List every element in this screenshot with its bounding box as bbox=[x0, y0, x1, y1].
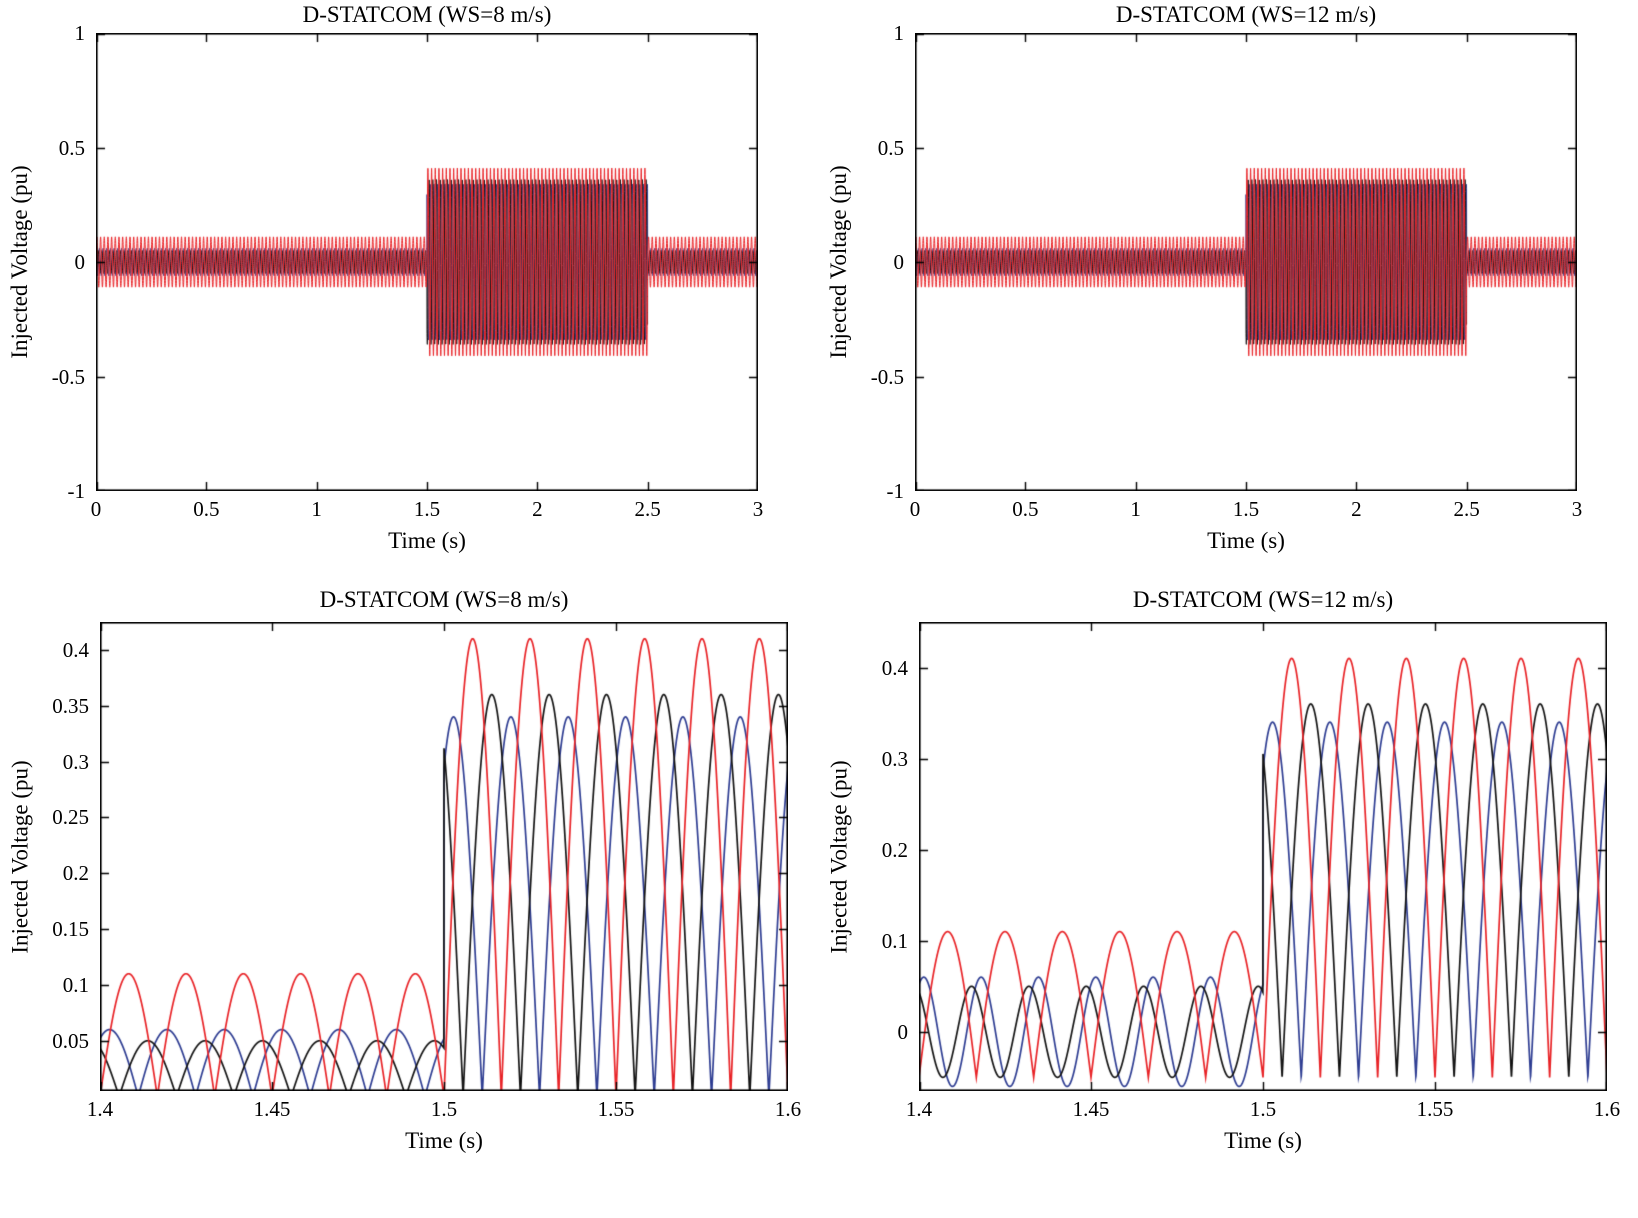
chart-title: D-STATCOM (WS=12 m/s) bbox=[1132, 587, 1394, 612]
y-tick-label: 0.2 bbox=[881, 837, 908, 862]
chart-title: D-STATCOM (WS=8 m/s) bbox=[319, 587, 569, 612]
x-tick-label: 1.5 bbox=[430, 1097, 458, 1121]
y-tick-label: -1 bbox=[67, 479, 86, 503]
x-tick-label: 1.6 bbox=[774, 1097, 802, 1121]
y-tick-label: 0.05 bbox=[52, 1028, 89, 1053]
y-tick-label: 1 bbox=[893, 21, 905, 45]
y-tick-label: 0.4 bbox=[62, 637, 89, 662]
x-tick-label: 2.5 bbox=[634, 497, 661, 521]
x-tick-label: 1.45 bbox=[253, 1097, 291, 1121]
x-tick-label: 1.45 bbox=[1072, 1097, 1110, 1121]
y-tick-label: 0.15 bbox=[52, 917, 89, 942]
x-tick-label: 1.5 bbox=[1232, 497, 1260, 521]
x-tick-label: 1 bbox=[1130, 497, 1141, 521]
x-tick-label: 1.5 bbox=[413, 497, 441, 521]
x-axis-label: Time (s) bbox=[1207, 528, 1285, 553]
y-tick-label: 0 bbox=[74, 250, 86, 274]
y-tick-label: -1 bbox=[886, 479, 905, 503]
chart-ws12-zoom: D-STATCOM (WS=12 m/s) Time (s) Injected Vo… bbox=[819, 575, 1638, 1218]
plot-area-canvas bbox=[100, 622, 788, 1091]
x-tick-label: 1 bbox=[311, 497, 322, 521]
x-tick-label: 0.5 bbox=[1012, 497, 1039, 521]
x-tick-label: 0 bbox=[909, 497, 921, 521]
y-tick-label: 0 bbox=[897, 1019, 909, 1044]
chart-ws8-full: D-STATCOM (WS=8 m/s) Time (s) Injected Vol… bbox=[0, 0, 819, 643]
x-tick-label: 3 bbox=[1571, 497, 1583, 521]
x-tick-label: 1.4 bbox=[905, 1097, 933, 1121]
chart-ws8-zoom: D-STATCOM (WS=8 m/s) Time (s) Injected Vol… bbox=[0, 575, 819, 1218]
y-tick-label: 0.5 bbox=[877, 135, 904, 160]
x-tick-label: 3 bbox=[752, 497, 764, 521]
chart-ws12-full: D-STATCOM (WS=12 m/s) Time (s) Injected Vo… bbox=[819, 0, 1638, 643]
y-tick-label: 0.2 bbox=[62, 861, 89, 886]
chart-title: D-STATCOM (WS=12 m/s) bbox=[1115, 2, 1377, 27]
x-tick-label: 1.5 bbox=[1249, 1097, 1277, 1121]
y-tick-label: 0.3 bbox=[881, 746, 908, 771]
y-tick-label: 0 bbox=[893, 250, 905, 274]
x-axis-label: Time (s) bbox=[388, 528, 466, 553]
y-tick-label: 0.1 bbox=[62, 972, 89, 997]
y-tick-label: 1 bbox=[74, 21, 86, 45]
plot-area-canvas bbox=[96, 33, 758, 491]
y-tick-label: 0.3 bbox=[62, 749, 89, 774]
x-tick-label: 2 bbox=[532, 497, 543, 521]
x-tick-label: 1.55 bbox=[1416, 1097, 1454, 1121]
y-tick-label: 0.4 bbox=[881, 655, 908, 680]
x-tick-label: 1.55 bbox=[597, 1097, 635, 1121]
x-tick-label: 0.5 bbox=[193, 497, 220, 521]
x-axis-label: Time (s) bbox=[405, 1128, 483, 1153]
chart-title: D-STATCOM (WS=8 m/s) bbox=[302, 2, 552, 27]
plot-area-canvas bbox=[919, 622, 1607, 1091]
y-tick-label: 0.5 bbox=[58, 135, 85, 160]
y-tick-label: 0.25 bbox=[52, 805, 89, 830]
plot-area-canvas bbox=[915, 33, 1577, 491]
x-tick-label: 2 bbox=[1351, 497, 1362, 521]
x-axis-label: Time (s) bbox=[1224, 1128, 1302, 1153]
y-tick-label: -0.5 bbox=[870, 364, 904, 389]
y-tick-label: 0.1 bbox=[881, 928, 908, 953]
x-tick-label: 2.5 bbox=[1453, 497, 1480, 521]
y-tick-label: 0.35 bbox=[52, 693, 89, 718]
x-tick-label: 1.6 bbox=[1593, 1097, 1621, 1121]
y-tick-label: -0.5 bbox=[51, 364, 85, 389]
x-tick-label: 0 bbox=[90, 497, 102, 521]
x-tick-label: 1.4 bbox=[86, 1097, 114, 1121]
